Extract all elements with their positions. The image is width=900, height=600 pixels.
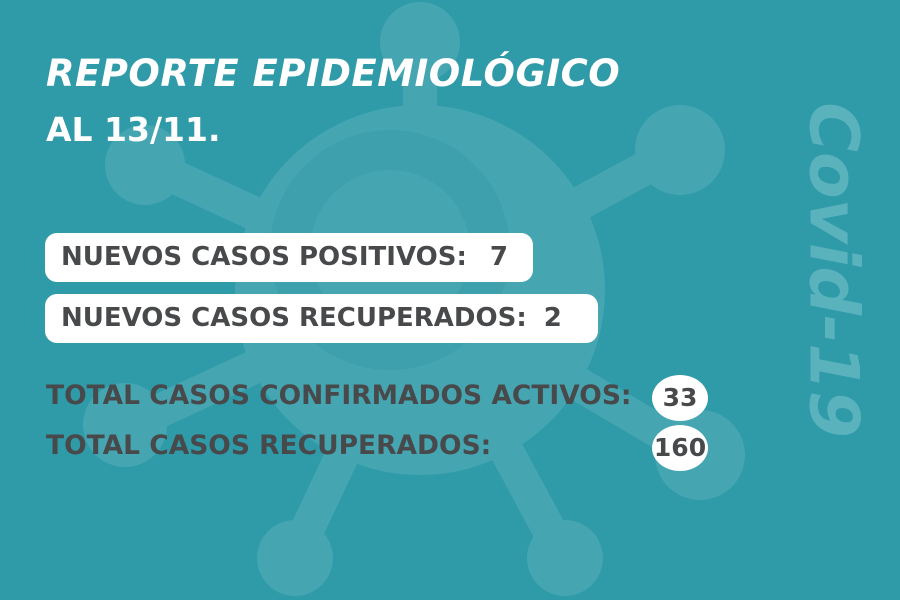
new-recovered-label: NUEVOS CASOS RECUPERADOS: bbox=[61, 303, 527, 333]
total-active-label: TOTAL CASOS CONFIRMADOS ACTIVOS: bbox=[46, 380, 632, 411]
report-date: AL 13/11. bbox=[46, 110, 221, 149]
covid-side-label: Covid-19 bbox=[793, 102, 873, 438]
total-recovered-label: TOTAL CASOS RECUPERADOS: bbox=[46, 430, 492, 461]
new-recovered-cases: NUEVOS CASOS RECUPERADOS: 2 bbox=[45, 294, 598, 343]
new-positive-cases: NUEVOS CASOS POSITIVOS: 7 bbox=[45, 233, 533, 282]
report-title: REPORTE EPIDEMIOLÓGICO bbox=[46, 52, 621, 95]
new-positive-value: 7 bbox=[489, 242, 508, 272]
total-active-value: 33 bbox=[652, 375, 708, 421]
new-recovered-value: 2 bbox=[543, 303, 562, 333]
total-recovered-value: 160 bbox=[652, 425, 708, 471]
new-positive-label: NUEVOS CASOS POSITIVOS: bbox=[61, 242, 467, 272]
